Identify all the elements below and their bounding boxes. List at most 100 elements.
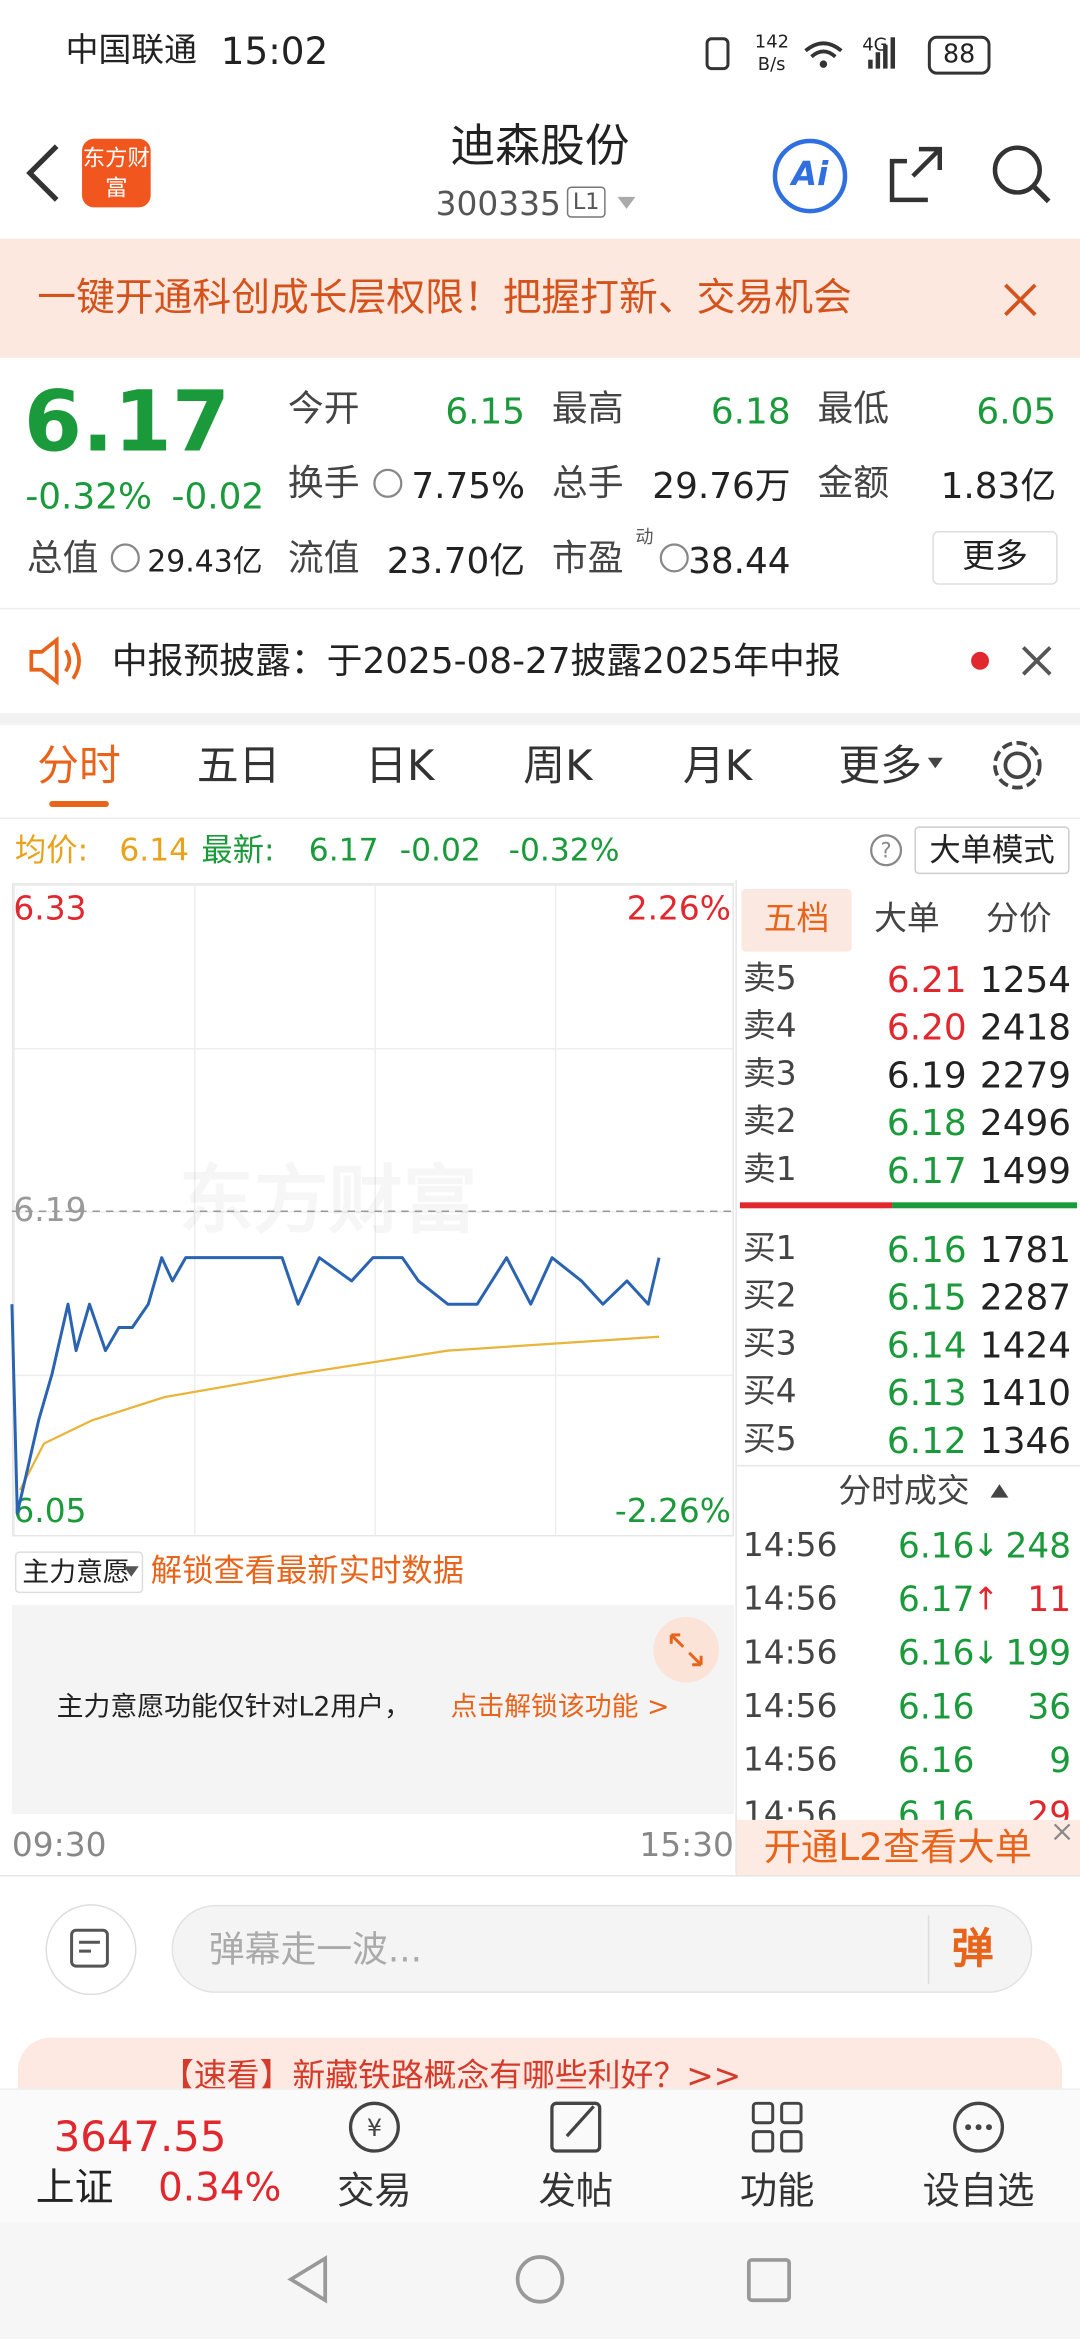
carrier: 中国联通 — [65, 32, 197, 71]
change: -0.02 — [171, 475, 265, 518]
divider — [0, 713, 1080, 725]
network: 4G — [862, 34, 888, 56]
info-icons — [0, 468, 1080, 610]
svg-text:?: ? — [881, 839, 892, 863]
dropdown-arrow — [927, 757, 943, 769]
trade-volume: 248 — [1005, 1527, 1072, 1567]
comment-placeholder[interactable]: 弹幕走一波... — [208, 1928, 422, 1971]
l2-banner[interactable] — [736, 1819, 1080, 1877]
back-button[interactable] — [21, 143, 66, 203]
tab[interactable]: 五日 — [196, 741, 281, 791]
y-tick-label: 6.19 — [13, 1191, 86, 1229]
book-volume: 1781 — [979, 1229, 1072, 1271]
field-label: 今开 — [287, 387, 360, 430]
ai-button[interactable]: Ai — [772, 138, 848, 214]
book-price: 6.17 — [886, 1150, 967, 1192]
book-level: 卖2 — [742, 1103, 797, 1142]
expand-button[interactable] — [653, 1617, 720, 1683]
field-value: 23.70亿 — [386, 539, 526, 582]
latest-label: 最新: — [201, 832, 275, 869]
level-badge[interactable]: L1 — [566, 186, 606, 218]
clock: 15:02 — [220, 29, 329, 74]
field-label: 最低 — [817, 387, 890, 430]
trade-volume: 36 — [1027, 1688, 1072, 1728]
trade-volume: 11 — [1027, 1581, 1072, 1620]
divider — [927, 1915, 930, 1984]
share-button[interactable] — [886, 143, 946, 203]
more-button[interactable]: 更多 — [932, 531, 1058, 585]
book-volume: 2279 — [979, 1054, 1072, 1097]
notice-controls[interactable] — [967, 644, 1057, 680]
field-value: 7.75% — [411, 465, 526, 508]
l2-dropdown[interactable]: 主力意愿 — [14, 1551, 144, 1594]
stock-code: 300335 — [435, 186, 561, 224]
bottom-nav — [0, 2088, 1080, 2225]
dropdown-arrow — [123, 1566, 139, 1577]
field-label: 金额 — [817, 462, 890, 505]
book-volume: 2287 — [979, 1276, 1072, 1319]
index-change[interactable]: 0.34% — [158, 2165, 282, 2211]
system-nav[interactable] — [0, 2223, 1080, 2339]
book-price: 6.14 — [886, 1324, 967, 1367]
nav-item[interactable]: 功能 — [739, 2168, 815, 2213]
book-tab[interactable]: 五档 — [763, 900, 830, 939]
book-volume: 1499 — [979, 1150, 1072, 1192]
news-text[interactable]: 【速看】新藏铁路概念有哪些利好？>> — [161, 2058, 742, 2096]
field-label: 总值 — [26, 537, 99, 579]
nav-icons: ¥ — [348, 2101, 1005, 2153]
banner-close[interactable] — [1002, 282, 1038, 318]
l2-link[interactable]: 点击解锁该功能 > — [450, 1691, 670, 1723]
trade-time: 14:56 — [742, 1527, 838, 1565]
chart-frame — [11, 883, 734, 1537]
stock-name: 迪森股份 — [450, 120, 630, 174]
nav-item[interactable]: 交易 — [337, 2168, 412, 2213]
help-icon[interactable]: ? — [868, 832, 904, 868]
nav-item[interactable]: 设自选 — [922, 2168, 1035, 2213]
status-icons — [705, 37, 896, 71]
l2-unlock[interactable]: 解锁查看最新实时数据 — [150, 1552, 464, 1589]
mode-button[interactable]: 大单模式 — [914, 826, 1070, 875]
send-danmaku[interactable]: 弹 — [951, 1924, 994, 1974]
field-value: 6.05 — [976, 390, 1057, 433]
price-line — [18, 1335, 660, 1491]
l2-close[interactable] — [1050, 1820, 1074, 1844]
index-name[interactable]: 上证 — [35, 2165, 114, 2211]
tab[interactable]: 更多 — [838, 741, 922, 791]
book-level: 卖1 — [742, 1151, 797, 1189]
book-tab[interactable]: 分价 — [985, 900, 1052, 939]
tab[interactable]: 周K — [523, 741, 593, 791]
trade-volume: 9 — [1049, 1742, 1072, 1782]
dropdown-arrow — [617, 196, 636, 209]
l2-big-order[interactable]: 开通L2查看大单 — [763, 1825, 1033, 1870]
net-speed: 142 — [754, 31, 789, 53]
notice-text[interactable]: 中报预披露：于2025-08-27披露2025年中报 — [111, 639, 841, 682]
comment-settings[interactable] — [45, 1903, 137, 1996]
search-button[interactable] — [990, 143, 1053, 206]
book-volume: 1346 — [979, 1420, 1072, 1462]
banner[interactable] — [0, 238, 1080, 359]
avg-label: 均价: — [14, 832, 89, 869]
banner-text[interactable]: 一键开通科创成长层权限！把握打新、交易机会 — [37, 275, 852, 321]
tab[interactable]: 月K — [682, 741, 753, 791]
settings-button[interactable] — [988, 735, 1048, 795]
comment-input[interactable] — [171, 1904, 1033, 1993]
index-value[interactable]: 3647.55 — [53, 2112, 227, 2162]
trade-price: 6.16 — [898, 1742, 975, 1782]
field-value: 29.76万 — [652, 465, 791, 508]
tab[interactable]: 分时 — [37, 741, 121, 791]
y2-tick-label: 2.26% — [627, 889, 731, 927]
trades-list: 14:56 6.16 ↓ 248 14:56 6.17 ↑ 11 14:56 6.16 ↓ 199 14… — [737, 1522, 1080, 1823]
intraday-chart: 6.33 6.19 6.05 2.26% -2.26% 09:30 15:30 — [10, 889, 734, 1864]
tab[interactable]: 日K — [365, 741, 435, 791]
field-label: 最高 — [551, 387, 624, 430]
y-tick-label: 6.33 — [13, 889, 86, 927]
book-tab[interactable]: 大单 — [874, 900, 940, 939]
trade-time: 14:56 — [742, 1742, 838, 1780]
nav-item[interactable]: 发帖 — [538, 2168, 614, 2213]
latest-change: -0.02 — [399, 832, 481, 869]
x-tick-label: 15:30 — [639, 1826, 734, 1864]
trade-arrow: ↓ — [972, 1634, 999, 1671]
